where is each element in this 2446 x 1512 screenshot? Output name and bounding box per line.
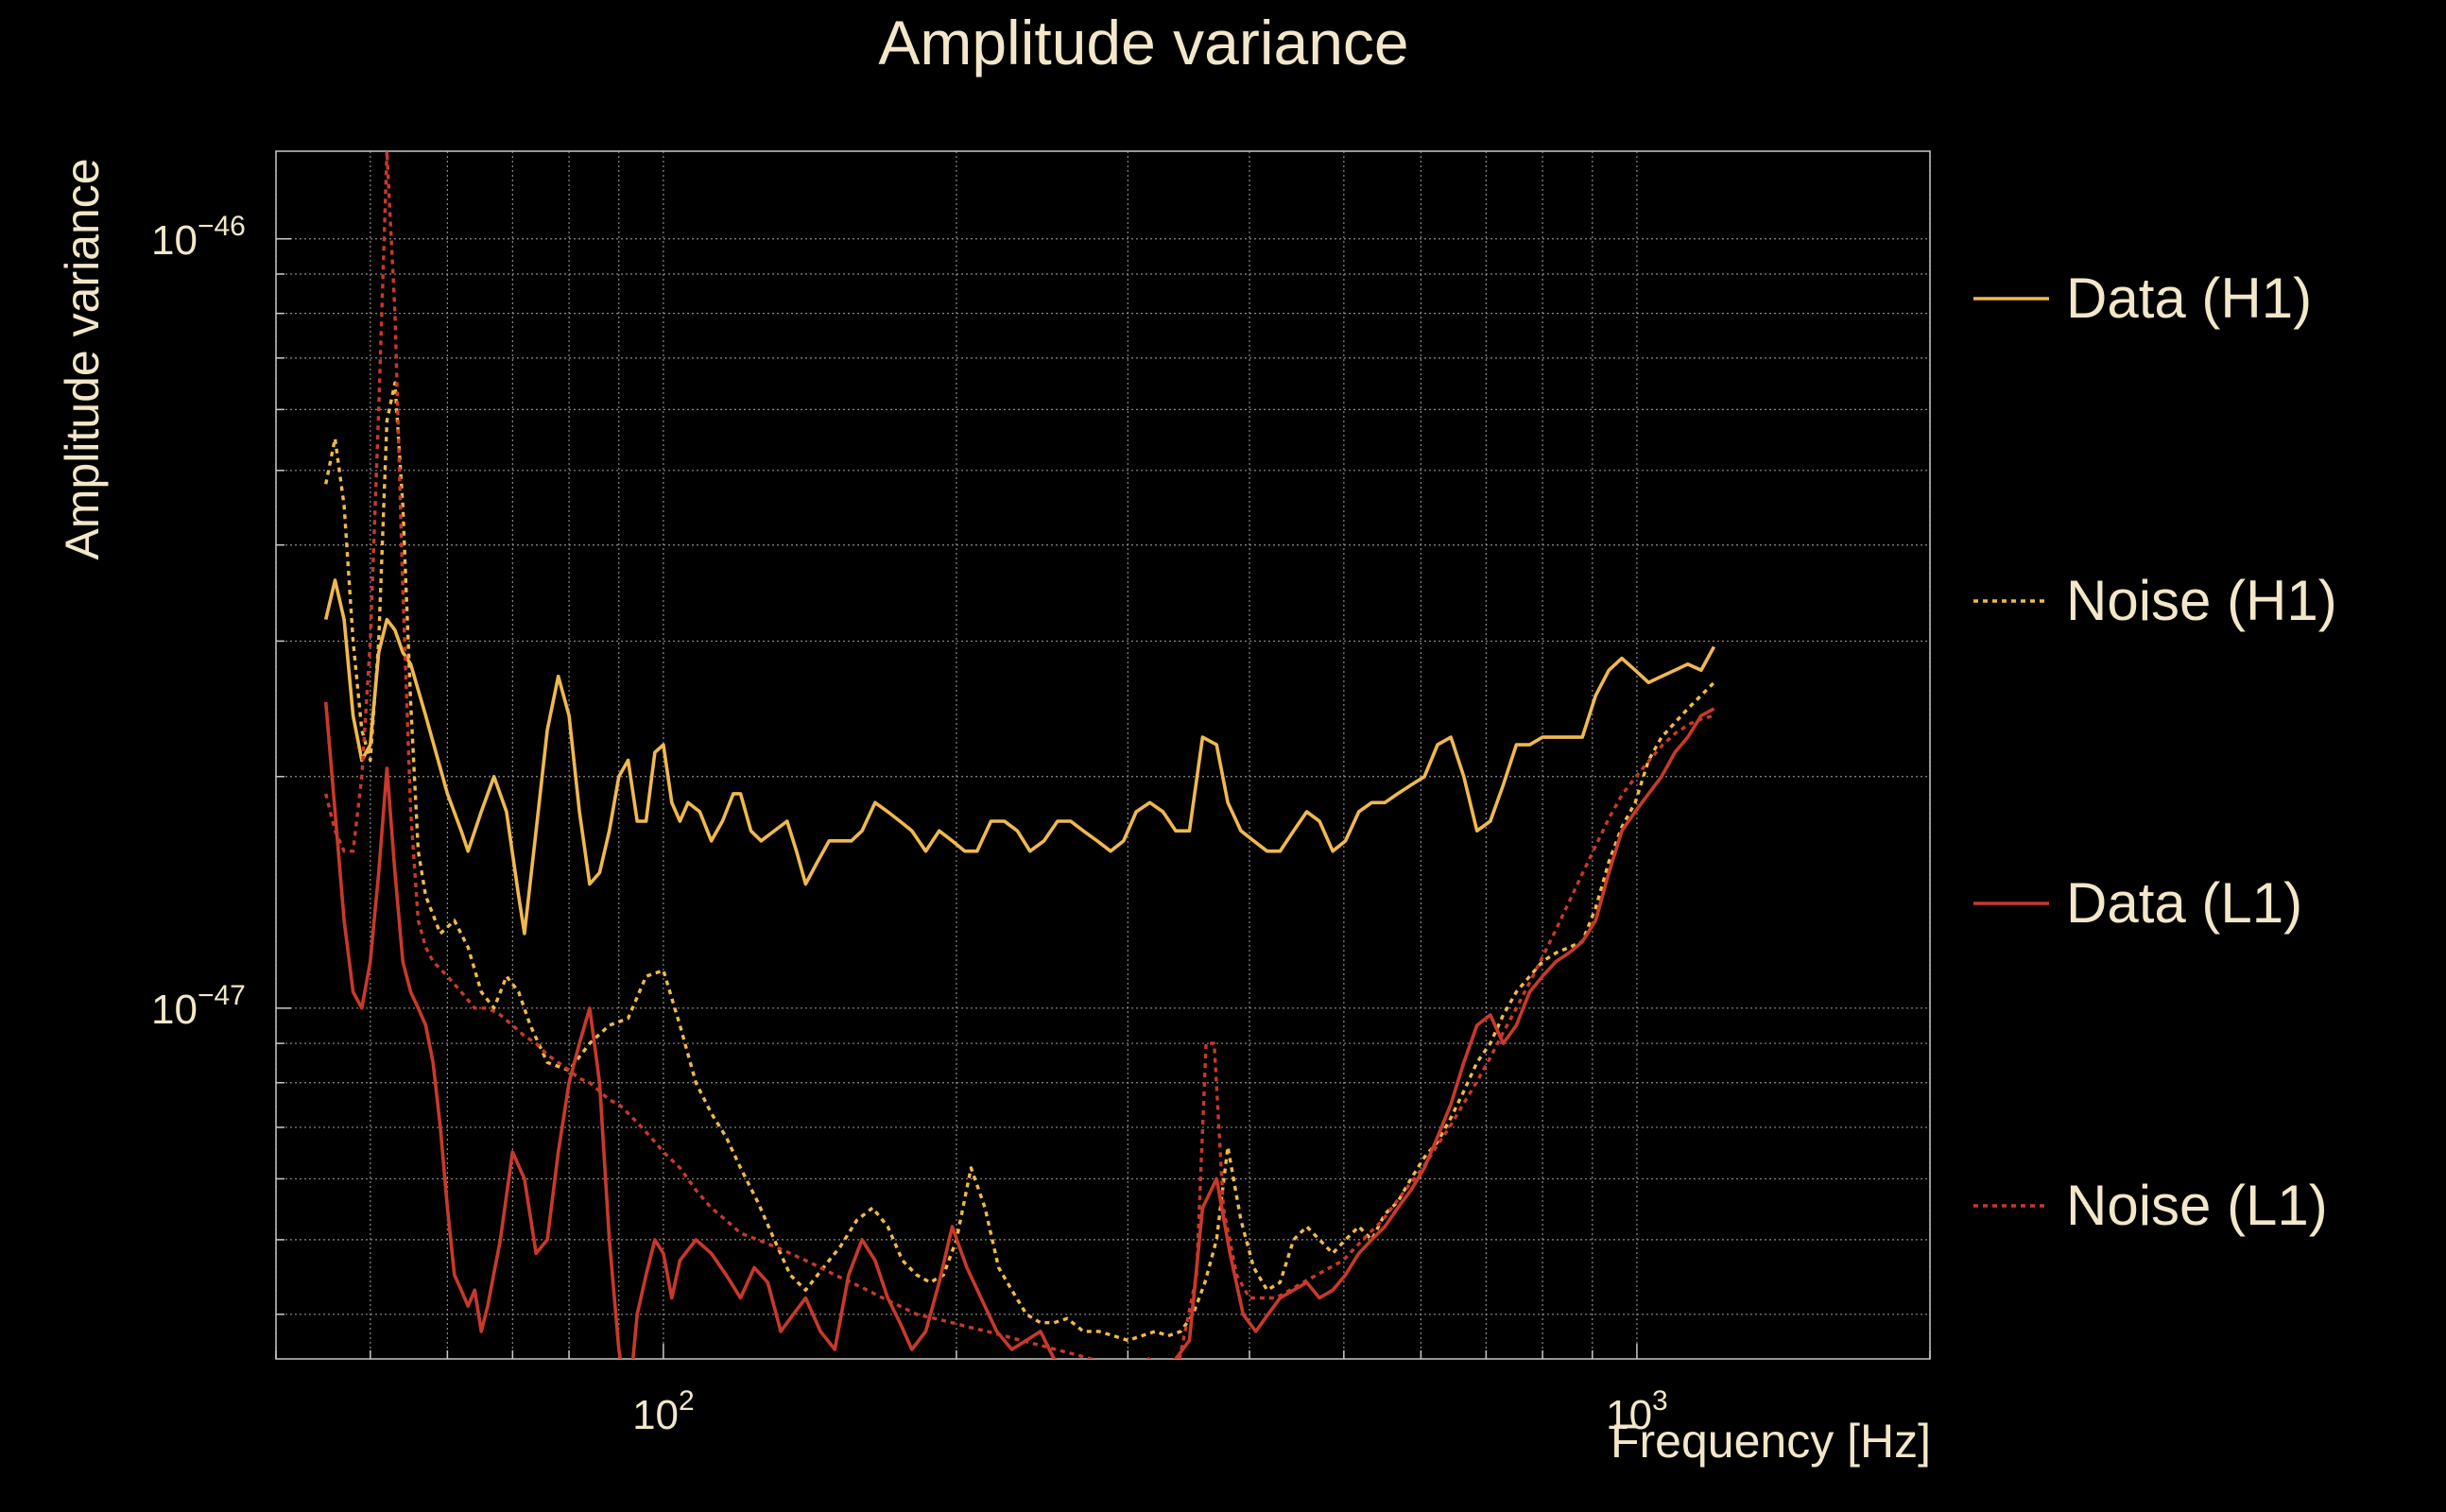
series-line-3 [324, 151, 1714, 1359]
x-axis-label: Frequency [Hz] [1611, 1415, 1931, 1468]
series-lines [323, 151, 1716, 1359]
legend-label: Noise (L1) [2066, 1174, 2328, 1237]
plot-frame [275, 150, 1931, 1360]
chart-title: Amplitude variance [878, 8, 1408, 77]
legend: Data (H1) Noise (H1) Data (L1) Noise (L1) [1973, 266, 2337, 1237]
series-line-0 [323, 578, 1716, 936]
y-tick-label: 10−47 [151, 980, 246, 1033]
legend-label: Noise (H1) [2066, 569, 2337, 632]
y-tick-label: 10−46 [151, 211, 246, 264]
legend-label: Data (H1) [2066, 266, 2312, 330]
x-tick-label: 103 [1606, 1385, 1668, 1438]
series-line-2 [323, 701, 1715, 1359]
x-tick-label: 102 [632, 1385, 695, 1438]
legend-label: Data (L1) [2066, 871, 2302, 935]
y-axis-label: Amplitude variance [56, 158, 109, 559]
